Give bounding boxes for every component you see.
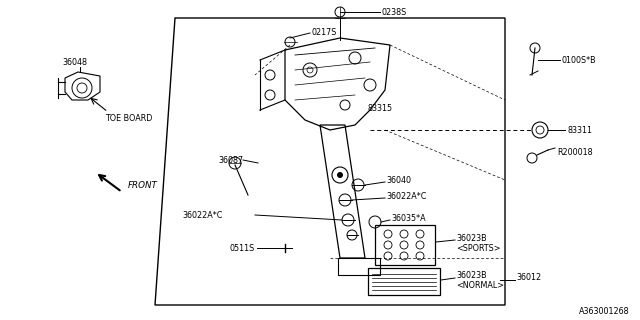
Text: 36040: 36040 (386, 175, 411, 185)
Text: 36023B: 36023B (456, 270, 486, 279)
Text: 83315: 83315 (368, 103, 393, 113)
Text: TOE BOARD: TOE BOARD (105, 114, 152, 123)
Text: 36048: 36048 (62, 58, 87, 67)
Text: 36012: 36012 (516, 274, 541, 283)
Circle shape (337, 172, 343, 178)
Text: 0511S: 0511S (230, 244, 255, 252)
Text: 36022A*C: 36022A*C (182, 211, 222, 220)
Text: <NORMAL>: <NORMAL> (456, 281, 504, 290)
Text: 0238S: 0238S (381, 7, 406, 17)
Text: 83311: 83311 (567, 125, 592, 134)
Text: R200018: R200018 (557, 148, 593, 156)
Text: 36022A*C: 36022A*C (386, 191, 426, 201)
Text: 0100S*B: 0100S*B (562, 55, 596, 65)
Text: FRONT: FRONT (128, 180, 158, 189)
Text: <SPORTS>: <SPORTS> (456, 244, 500, 252)
Text: A363001268: A363001268 (579, 308, 630, 316)
Text: 0217S: 0217S (311, 28, 337, 36)
Text: 36035*A: 36035*A (391, 213, 426, 222)
Text: 36087: 36087 (218, 156, 243, 164)
Text: 36023B: 36023B (456, 234, 486, 243)
